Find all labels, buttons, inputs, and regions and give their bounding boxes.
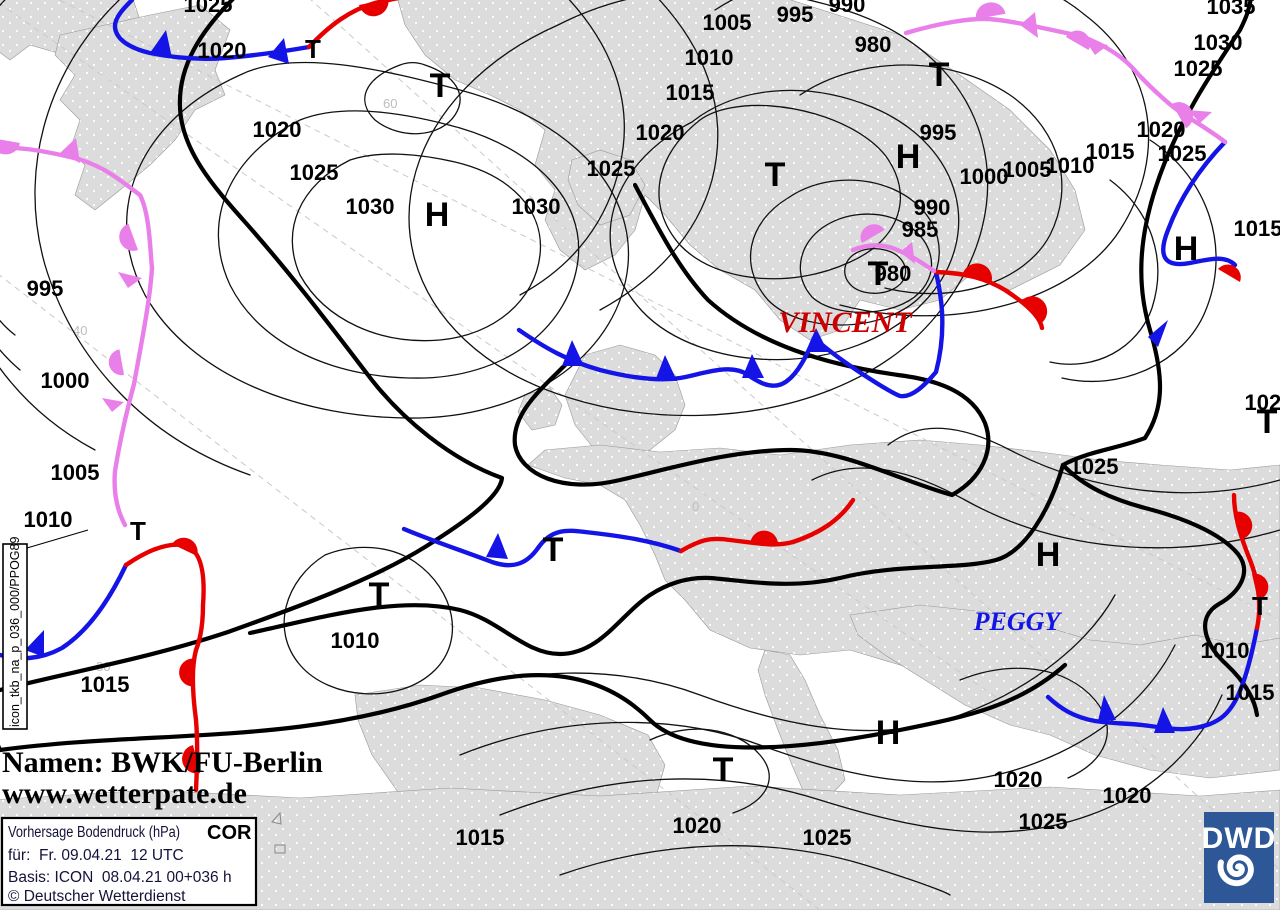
svg-text:T: T <box>1252 591 1268 621</box>
svg-text:995: 995 <box>27 276 64 301</box>
svg-text:Basis: ICON 08.04.21 00+036 h: Basis: ICON 08.04.21 00+036 h <box>8 869 232 886</box>
svg-text:www.wetterpate.de: www.wetterpate.de <box>2 777 247 810</box>
svg-text:0: 0 <box>692 499 699 514</box>
svg-text:1010: 1010 <box>331 628 380 653</box>
svg-text:1005: 1005 <box>703 10 752 35</box>
svg-text:1005: 1005 <box>1003 157 1052 182</box>
svg-text:COR: COR <box>207 822 252 844</box>
svg-text:1030: 1030 <box>1194 30 1243 55</box>
svg-text:1000: 1000 <box>960 164 1009 189</box>
svg-text:DWD: DWD <box>1202 822 1277 855</box>
svg-text:H: H <box>1036 536 1061 574</box>
svg-text:1000: 1000 <box>725 0 774 5</box>
svg-text:980: 980 <box>855 32 892 57</box>
svg-text:985: 985 <box>902 217 939 242</box>
svg-text:1020: 1020 <box>253 117 302 142</box>
svg-text:PEGGY: PEGGY <box>973 607 1063 636</box>
svg-text:T: T <box>130 516 146 546</box>
svg-text:1035: 1035 <box>1207 0 1256 19</box>
svg-text:995: 995 <box>777 2 814 27</box>
svg-text:H: H <box>1174 230 1199 268</box>
svg-text:1015: 1015 <box>1226 680 1275 705</box>
svg-text:1015: 1015 <box>1086 139 1135 164</box>
svg-text:1015: 1015 <box>666 80 715 105</box>
svg-text:© Deutscher Wetterdienst: © Deutscher Wetterdienst <box>8 888 186 905</box>
svg-text:icon_tkb_na_p_036_000/PPOG89: icon_tkb_na_p_036_000/PPOG89 <box>8 537 22 727</box>
svg-text:1005: 1005 <box>51 460 100 485</box>
svg-text:Namen: BWK/FU-Berlin: Namen: BWK/FU-Berlin <box>2 746 323 779</box>
svg-text:VINCENT: VINCENT <box>778 306 913 339</box>
svg-text:1020: 1020 <box>994 767 1043 792</box>
svg-text:Vorhersage Bodendruck (hPa): Vorhersage Bodendruck (hPa) <box>8 824 180 841</box>
svg-text:995: 995 <box>920 120 957 145</box>
svg-text:1020: 1020 <box>1137 117 1186 142</box>
svg-text:T: T <box>369 576 390 614</box>
svg-text:T: T <box>543 531 564 569</box>
svg-text:1025: 1025 <box>184 0 233 17</box>
svg-text:T: T <box>1257 403 1278 441</box>
svg-text:1025: 1025 <box>1070 454 1119 479</box>
svg-text:1030: 1030 <box>346 194 395 219</box>
svg-text:1020: 1020 <box>673 813 722 838</box>
svg-text:60: 60 <box>383 96 397 111</box>
svg-text:985: 985 <box>869 0 906 5</box>
svg-text:1015: 1015 <box>456 825 505 850</box>
svg-text:1010: 1010 <box>685 45 734 70</box>
svg-text:1025: 1025 <box>1158 141 1207 166</box>
svg-text:1025: 1025 <box>1174 56 1223 81</box>
svg-text:1020: 1020 <box>636 120 685 145</box>
svg-text:1030: 1030 <box>512 194 561 219</box>
svg-text:1015: 1015 <box>81 672 130 697</box>
svg-text:1000: 1000 <box>41 368 90 393</box>
svg-text:T: T <box>713 751 734 789</box>
svg-text:1025: 1025 <box>1019 809 1068 834</box>
svg-text:T: T <box>430 67 451 105</box>
svg-text:H: H <box>876 714 901 752</box>
svg-text:1025: 1025 <box>587 156 636 181</box>
svg-text:1020: 1020 <box>1103 783 1152 808</box>
svg-text:1010: 1010 <box>24 507 73 532</box>
svg-text:H: H <box>896 138 921 176</box>
svg-text:T: T <box>868 255 889 293</box>
svg-text:T: T <box>929 56 950 94</box>
svg-text:T: T <box>305 34 321 64</box>
svg-text:1025: 1025 <box>803 825 852 850</box>
svg-text:1010: 1010 <box>1201 638 1250 663</box>
svg-text:1020: 1020 <box>198 38 247 63</box>
svg-text:1025: 1025 <box>290 160 339 185</box>
svg-text:T: T <box>765 156 786 194</box>
svg-text:1015: 1015 <box>1234 216 1280 241</box>
svg-text:für: Fr. 09.04.21 12 UTC: für: Fr. 09.04.21 12 UTC <box>8 847 184 864</box>
svg-text:H: H <box>425 196 450 234</box>
svg-text:990: 990 <box>829 0 866 17</box>
